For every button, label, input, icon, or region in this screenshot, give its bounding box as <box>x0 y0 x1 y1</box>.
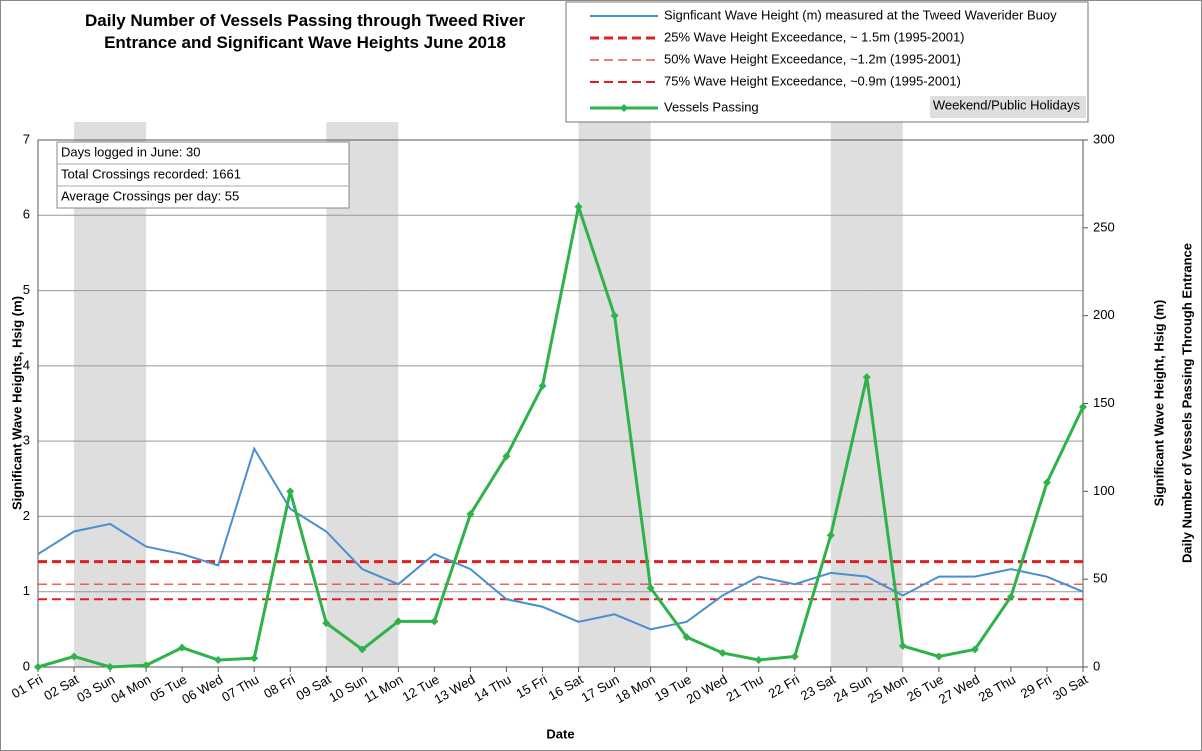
legend-label: Signficant Wave Height (m) measured at t… <box>664 7 1057 22</box>
marker <box>358 645 367 654</box>
y-tick-label: 6 <box>23 207 30 222</box>
info-text: Days logged in June: 30 <box>61 144 200 159</box>
y-axis-label: Significant Wave Heights, Hsig (m) <box>9 296 24 510</box>
marker <box>538 381 547 390</box>
legend-label: 25% Wave Height Exceedance, ~ 1.5m (1995… <box>664 29 965 44</box>
series-line <box>37 446 1084 631</box>
y-tick-label: 7 <box>23 131 30 146</box>
y2-axis-label: Significant Wave Height, Hsig (m) <box>1151 300 1166 507</box>
y-tick-label: 0 <box>23 658 30 673</box>
marker <box>610 311 619 320</box>
y2-axis-label: Daily Number of Vessels Passing Through … <box>1179 243 1194 563</box>
y2-tick-label: 200 <box>1093 307 1115 322</box>
marker <box>862 373 871 382</box>
y-tick-label: 4 <box>23 357 30 372</box>
series-line <box>37 200 1085 669</box>
legend-label: 50% Wave Height Exceedance, ~1.2m (1995-… <box>664 51 961 66</box>
marker <box>178 643 187 652</box>
legend <box>565 1 1089 123</box>
weekend-band <box>326 122 363 667</box>
marker <box>34 663 42 671</box>
marker <box>970 645 979 654</box>
weekend-band <box>866 122 903 667</box>
weekend-band <box>578 122 615 667</box>
y2-tick-label: 0 <box>1093 658 1100 673</box>
marker <box>826 531 835 540</box>
marker <box>250 654 259 663</box>
legend-label: Vessels Passing <box>664 99 759 114</box>
marker <box>754 655 763 664</box>
marker <box>1079 403 1087 412</box>
legend-marker <box>620 104 628 112</box>
y-tick-label: 5 <box>23 282 30 297</box>
weekend-band <box>74 122 111 667</box>
marker <box>1042 478 1051 487</box>
y2-tick-label: 50 <box>1093 571 1107 586</box>
y-tick-label: 3 <box>23 433 30 448</box>
marker <box>106 663 115 671</box>
marker <box>646 583 655 592</box>
legend-label: 75% Wave Height Exceedance, ~0.9m (1995-… <box>664 73 961 88</box>
marker <box>70 652 79 661</box>
y2-tick-label: 300 <box>1093 131 1115 146</box>
weekend-band <box>110 122 147 667</box>
marker <box>790 652 799 661</box>
y2-tick-label: 250 <box>1093 219 1115 234</box>
weekend-band <box>614 122 651 667</box>
info-text: Average Crossings per day: 55 <box>61 188 239 203</box>
marker <box>430 617 439 626</box>
marker <box>466 510 475 519</box>
y2-tick-label: 150 <box>1093 395 1115 410</box>
chart-title: Daily Number of Vessels Passing through … <box>85 11 525 52</box>
x-axis-label: Date <box>546 726 574 741</box>
marker <box>898 641 907 650</box>
marker <box>142 661 151 670</box>
info-box <box>56 141 350 209</box>
y2-tick-label: 100 <box>1093 483 1115 498</box>
marker <box>718 648 727 657</box>
weekend-band <box>362 122 399 667</box>
marker <box>394 617 403 626</box>
marker <box>934 652 943 661</box>
marker <box>682 633 691 642</box>
marker <box>322 619 331 628</box>
marker <box>502 452 511 461</box>
legend-swatch <box>930 96 1086 118</box>
y-tick-label: 1 <box>23 583 30 598</box>
marker <box>214 655 223 664</box>
info-text: Total Crossings recorded: 1661 <box>61 166 241 181</box>
marker <box>1006 592 1015 601</box>
legend-label: Weekend/Public Holidays <box>933 97 1081 112</box>
marker <box>286 487 295 496</box>
marker <box>574 202 583 211</box>
y-tick-label: 2 <box>23 508 30 523</box>
